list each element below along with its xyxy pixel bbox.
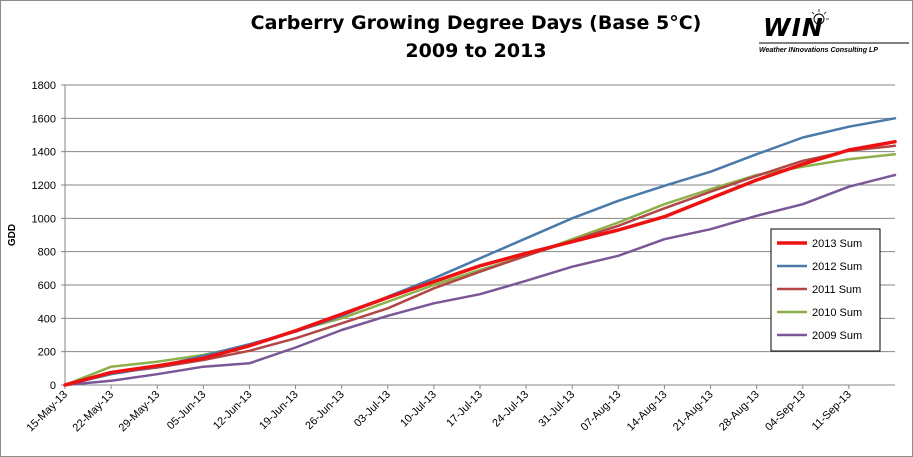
x-tick-label: 21-Aug-13 <box>671 389 716 434</box>
y-tick-label: 1000 <box>32 213 56 225</box>
legend-label: 2012 Sum <box>812 261 862 273</box>
logo-sun-icon <box>759 9 909 44</box>
y-axis-label: GDD <box>7 224 18 246</box>
x-tick-label: 05-Jun-13 <box>165 389 209 433</box>
x-tick-label: 03-Jul-13 <box>352 389 393 430</box>
x-tick-label: 17-Jul-13 <box>444 389 485 430</box>
series-lines <box>63 117 897 387</box>
x-tick-labels: 15-May-13 22-May-13 29-May-13 05-Jun-13 12-J… <box>24 385 854 434</box>
y-tick-label: 800 <box>38 247 56 259</box>
y-tick-label: 1600 <box>32 113 56 125</box>
chart-title: Carberry Growing Degree Days (Base 5°C) … <box>151 9 801 65</box>
y-tick-label: 1800 <box>32 80 56 92</box>
x-tick-label: 04-Sep-13 <box>763 389 808 434</box>
legend-label: 2011 Sum <box>812 284 861 296</box>
series-line-2013-sum <box>63 139 897 387</box>
x-tick-label: 19-Jun-13 <box>257 389 301 433</box>
series-line-2012-sum <box>63 117 897 387</box>
x-tick-label: 24-Jul-13 <box>490 389 531 430</box>
legend: 2013 Sum 2012 Sum 2011 Sum 2010 Sum 2009 Sum <box>770 228 881 352</box>
legend-label: 2010 Sum <box>812 307 862 319</box>
x-tick-label: 22-May-13 <box>71 389 117 435</box>
x-tick-label: 12-Jun-13 <box>211 389 255 433</box>
win-logo: WIN Weather INnovations Consulting LP <box>759 7 909 57</box>
x-tick-label: 31-Jul-13 <box>536 389 577 430</box>
y-tick-labels: 0 200 400 600 800 1000 1200 1400 1600 1800 <box>32 80 56 392</box>
series-line-2009-sum <box>63 173 897 387</box>
y-tick-label: 400 <box>38 313 56 325</box>
y-tick-label: 1200 <box>32 180 56 192</box>
legend-label: 2013 Sum <box>812 238 862 250</box>
chart-title-line1: Carberry Growing Degree Days (Base 5°C) <box>250 12 702 34</box>
x-tick-label: 26-Jun-13 <box>303 389 347 433</box>
y-tick-label: 600 <box>38 280 56 292</box>
x-tick-label: 10-Jul-13 <box>398 389 439 430</box>
logo-subtitle: Weather INnovations Consulting LP <box>759 47 878 54</box>
grid-lines <box>61 84 895 386</box>
chart-title-line2: 2009 to 2013 <box>405 40 547 62</box>
x-tick-label: 14-Aug-13 <box>625 389 670 434</box>
x-tick-label: 28-Aug-13 <box>717 389 762 434</box>
x-tick-label: 07-Aug-13 <box>579 389 624 434</box>
y-tick-label: 1400 <box>32 147 56 159</box>
x-tick-label: 11-Sep-13 <box>810 389 854 433</box>
logo-mark: WIN <box>763 13 824 42</box>
legend-label: 2009 Sum <box>812 330 862 342</box>
x-tick-label: 29-May-13 <box>117 389 163 435</box>
x-tick-label: 15-May-13 <box>24 389 70 435</box>
y-tick-label: 200 <box>38 347 56 359</box>
y-tick-label: 0 <box>50 380 56 392</box>
